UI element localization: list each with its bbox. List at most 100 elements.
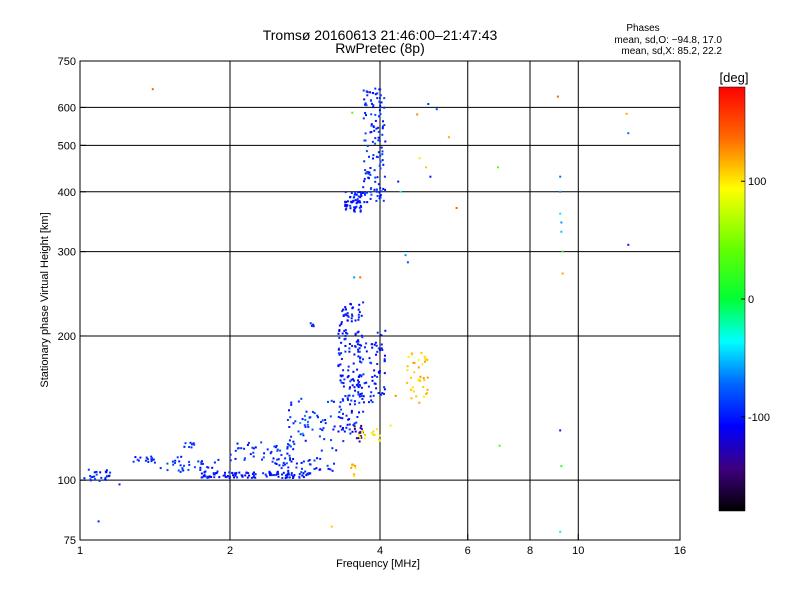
data-point [378,191,381,194]
data-point [176,456,179,459]
data-point [417,359,420,362]
data-point [561,250,564,253]
data-point [352,424,355,426]
data-point [373,374,376,377]
data-point [306,423,309,426]
data-point [350,303,352,306]
data-point [151,457,153,460]
data-point [380,101,383,104]
data-point [360,436,363,439]
data-point [418,377,421,380]
data-point [145,456,148,459]
data-point [379,113,382,116]
data-point [268,470,271,473]
data-point [279,449,282,452]
data-point [93,471,96,474]
data-point [274,446,277,449]
data-point [362,401,365,404]
data-point [146,458,149,461]
data-point [166,469,169,472]
data-point [342,428,344,431]
data-point [379,195,381,198]
data-point [341,332,344,335]
data-point [105,475,108,478]
colorbar-tick-label: -100 [748,412,770,424]
data-point [417,366,420,369]
data-point [417,379,420,382]
data-point [349,207,352,210]
data-point [627,132,630,135]
data-point [203,471,206,474]
data-point [410,388,413,391]
data-point [383,392,385,395]
data-point [384,329,387,332]
data-point [281,477,284,479]
data-point [367,172,370,175]
data-point [627,243,630,246]
data-point [344,200,347,203]
data-point [189,441,192,444]
data-point [354,464,356,467]
data-point [352,394,355,397]
data-point [383,372,386,375]
data-point [321,419,324,422]
data-points [83,87,630,533]
data-point [338,353,341,356]
data-point [374,87,377,90]
data-point [559,530,562,533]
data-point [366,201,369,204]
data-point [422,395,425,398]
data-point [311,410,314,413]
data-point [344,395,347,397]
data-point [373,369,376,372]
data-point [370,399,373,402]
data-point [359,426,362,429]
data-point [375,188,378,191]
data-point [359,192,362,195]
data-point [345,331,347,334]
data-point [289,445,292,448]
data-point [355,383,358,386]
data-point [375,344,378,347]
data-point [376,97,379,100]
data-point [355,202,358,205]
data-point [290,472,293,475]
data-point [374,176,377,179]
data-point [340,341,343,344]
data-point [331,447,334,450]
data-point [356,343,359,346]
data-point [366,94,369,97]
data-point [381,159,384,162]
data-point [361,392,363,395]
data-point [455,207,458,209]
data-point [287,443,289,446]
data-point [343,329,346,332]
data-point [339,416,342,419]
data-point [377,139,380,142]
data-point [302,476,305,479]
data-point [350,378,353,381]
data-point [344,205,347,207]
data-point [358,350,361,353]
data-point [344,203,347,206]
data-point [415,395,418,398]
y-tick-label: 75 [64,535,76,547]
data-point [199,466,202,469]
data-point [359,360,361,363]
data-point [270,450,273,453]
data-point [184,442,187,445]
data-point [306,473,309,476]
data-point [561,272,564,275]
data-point [379,349,381,351]
data-point [424,360,426,363]
data-point [360,334,363,337]
y-tick-label: 100 [58,475,76,487]
data-point [370,187,373,190]
data-point [282,461,285,464]
data-point [338,405,341,408]
data-point [193,466,196,469]
x-tick-label: 4 [377,545,383,557]
data-point [407,355,410,358]
data-point [333,425,336,428]
